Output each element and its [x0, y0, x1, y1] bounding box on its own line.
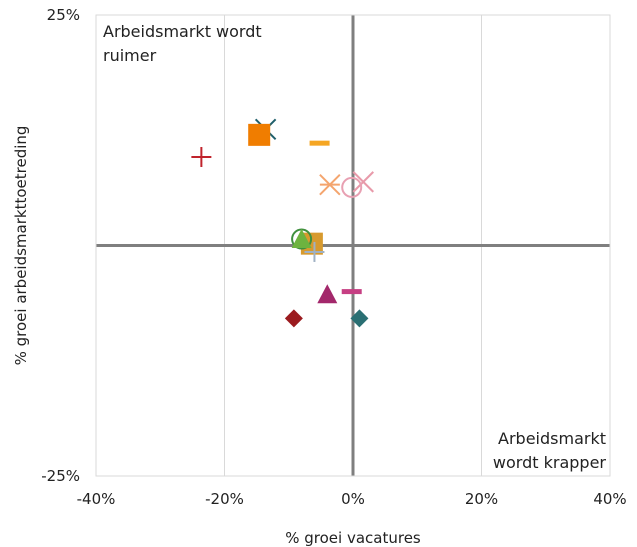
data-point-plus [304, 241, 325, 262]
data-point-triangle [291, 228, 312, 248]
x-tick-label: 20% [465, 490, 498, 508]
data-point-x [352, 171, 374, 193]
x-tick-label: 0% [341, 490, 365, 508]
data-point-plus [191, 146, 212, 167]
quadrant-annotation: Arbeidsmarkt wordt krapper [493, 429, 606, 472]
annotations: Arbeidsmarkt wordt ruimer Arbeidsmarkt word… [103, 22, 606, 472]
zero-lines [96, 15, 610, 476]
x-tick-label: 40% [593, 490, 626, 508]
data-points [191, 118, 374, 328]
tick-labels: -40% -20% 0% 20% 40% -25% 25% [41, 6, 626, 508]
data-point-diamond [350, 309, 369, 328]
x-tick-label: -40% [77, 490, 116, 508]
data-point-dash [341, 289, 362, 295]
data-point-square [248, 123, 271, 146]
y-axis-title: % groei arbeidsmarkttoetreding [12, 126, 30, 366]
y-tick-label: 25% [47, 6, 80, 24]
y-tick-label: -25% [41, 467, 80, 485]
data-point-circle [341, 176, 363, 198]
data-point-asterisk [319, 173, 341, 196]
data-point-diamond [284, 309, 303, 328]
data-point-dash [309, 140, 330, 146]
plot-frame [95, 14, 611, 477]
x-axis-title: % groei vacatures [285, 529, 421, 547]
x-tick-label: -20% [205, 490, 244, 508]
quadrant-annotation: Arbeidsmarkt wordt ruimer [103, 22, 262, 65]
data-point-triangle [317, 284, 338, 304]
